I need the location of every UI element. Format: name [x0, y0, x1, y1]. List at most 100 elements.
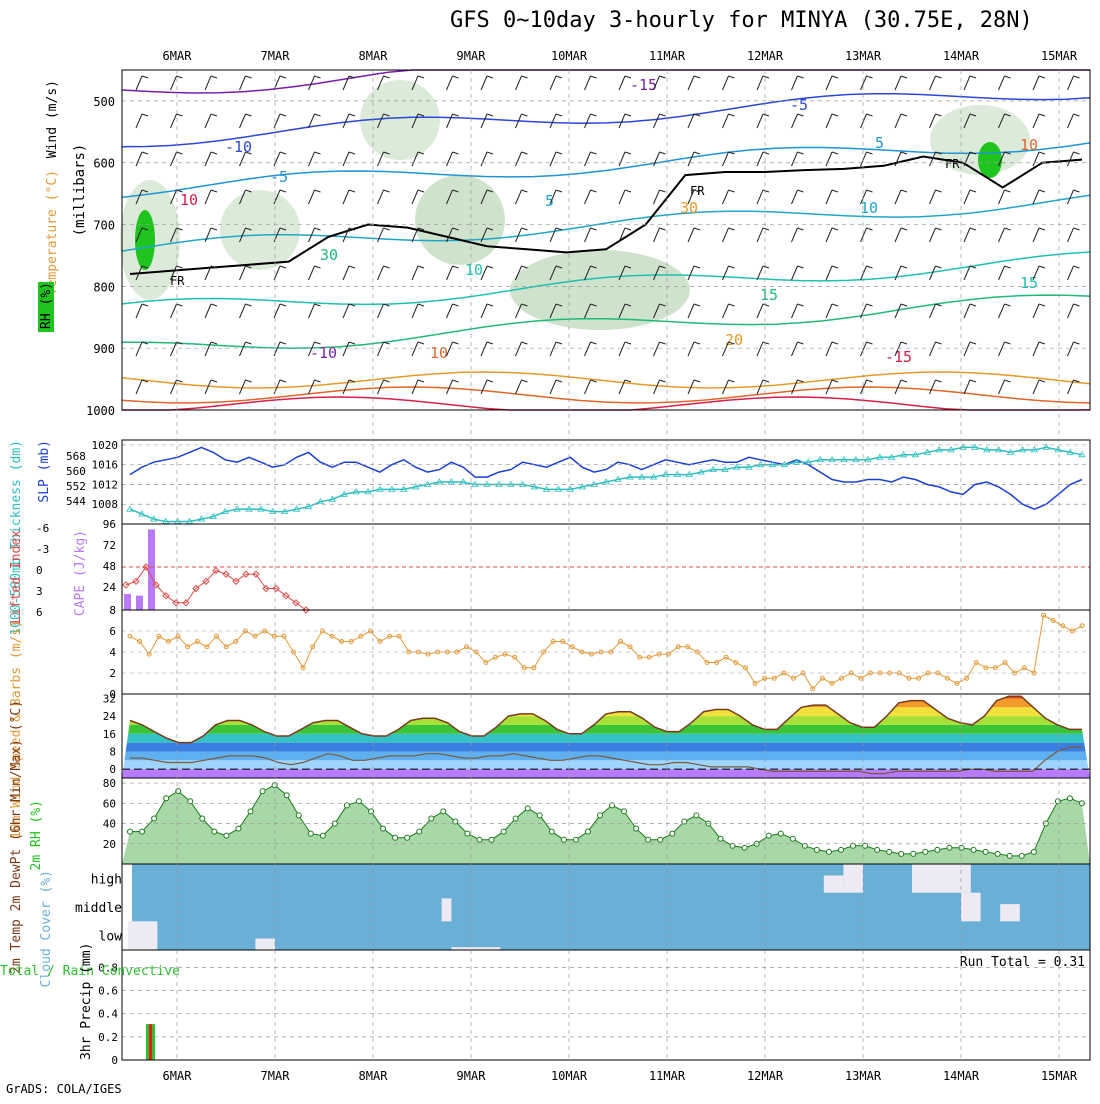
wind-barb — [210, 189, 218, 193]
wind-barb — [866, 227, 873, 231]
wind-marker — [502, 651, 508, 657]
wind-barb — [176, 75, 183, 79]
temp-band — [122, 769, 1090, 778]
temp-band — [122, 742, 1090, 752]
wind-marker — [377, 639, 383, 644]
rh-marker — [825, 848, 832, 855]
wind-barb — [176, 227, 183, 231]
wind-barb — [308, 265, 315, 281]
thickness-marker — [578, 483, 586, 490]
wind-barb — [446, 113, 453, 129]
wind-barb — [239, 113, 246, 129]
wind-barb — [825, 113, 833, 129]
wind-barb — [963, 113, 971, 129]
ylabel-cloud: Cloud Cover (%) — [39, 870, 54, 987]
contour-label: -10 — [310, 344, 337, 362]
wind-marker — [137, 639, 143, 644]
thickness-marker — [388, 485, 396, 492]
wind-barb — [170, 75, 177, 91]
wind-marker — [165, 639, 171, 644]
cloud-cell — [441, 898, 452, 922]
wind-barb — [342, 189, 350, 205]
lifted-marker — [142, 563, 150, 571]
wind-barb — [549, 379, 557, 395]
temp-ytick: 0 — [109, 763, 116, 776]
wind-barb — [204, 379, 212, 395]
rh-marker — [765, 832, 772, 839]
wind-barb — [722, 189, 729, 205]
wind-barb — [1038, 303, 1046, 307]
wind-barb — [618, 113, 626, 129]
wind-barb — [176, 265, 183, 269]
wind-barb — [653, 189, 660, 205]
wind-barb — [624, 303, 632, 307]
wind-barb — [963, 341, 971, 357]
wind-barb — [584, 341, 591, 357]
wind-barb — [141, 265, 149, 269]
thickness-marker — [233, 505, 241, 512]
wind-marker — [810, 686, 816, 692]
ylabel-temp: 2m Temp 2m DewPt (6hr Min/Max) (°C) — [9, 700, 24, 974]
temp-ytick: 8 — [109, 745, 116, 758]
upper-air-ytick: 700 — [93, 219, 115, 233]
wind-barb — [411, 227, 419, 243]
wind-barb — [1038, 341, 1046, 345]
wind-barb — [245, 75, 252, 79]
rh-marker — [380, 825, 387, 832]
bottom-date-label: 10MAR — [551, 1069, 588, 1083]
wind-barb — [722, 265, 729, 281]
thickness-marker — [399, 485, 408, 492]
wind-barb — [693, 151, 701, 155]
wind-barb — [860, 341, 867, 357]
rh-marker — [717, 835, 724, 842]
wind-barb — [279, 75, 287, 79]
wind-barb — [659, 189, 666, 193]
wind-barb — [860, 227, 867, 243]
wind-marker — [271, 633, 277, 639]
lifted-index-line — [125, 566, 307, 611]
top-date-label: 7MAR — [261, 49, 291, 63]
wind-barb — [383, 303, 390, 307]
wind-barb — [383, 189, 390, 193]
wind-barb — [860, 189, 867, 205]
wind-barb — [141, 189, 149, 193]
wind-barb — [1038, 151, 1046, 155]
wind-barb — [555, 227, 563, 231]
wind-barb — [900, 189, 908, 193]
wind-barb — [377, 227, 384, 243]
wind-barb — [929, 189, 936, 205]
wind-barb — [417, 189, 425, 193]
wind-barb — [1038, 113, 1046, 117]
wind-barb — [342, 265, 350, 281]
wind-barb — [797, 341, 804, 345]
wind-marker — [281, 633, 287, 639]
wind-barb — [411, 265, 419, 281]
wind-barb — [486, 151, 494, 155]
wind-barb — [342, 303, 350, 319]
wind-barb — [446, 379, 453, 395]
precip-ytick: 0.2 — [98, 1031, 118, 1044]
wind-barb — [176, 151, 183, 155]
wind-barb — [687, 303, 695, 319]
rh-marker — [428, 815, 435, 822]
top-date-label: 8MAR — [359, 49, 389, 63]
wind-barb — [1038, 227, 1046, 231]
wind-barb — [135, 227, 143, 243]
rh-core — [978, 142, 1002, 178]
wind-barb — [515, 75, 522, 91]
wind-barb — [728, 113, 735, 117]
wind-barb — [653, 113, 660, 129]
temperature-contour — [121, 251, 1091, 306]
wind-marker — [560, 639, 566, 644]
wind-barb — [894, 227, 902, 243]
rh-marker — [307, 830, 314, 837]
wind-barb — [549, 113, 557, 129]
thickness-marker — [947, 446, 955, 453]
upper-air-ytick: 1000 — [86, 404, 115, 418]
wind-marker — [617, 639, 623, 644]
wind-barb — [728, 189, 735, 193]
wind-barb — [417, 75, 425, 79]
rh-marker — [512, 815, 519, 822]
wind-barb — [1004, 379, 1011, 383]
wind-barb — [618, 379, 626, 395]
